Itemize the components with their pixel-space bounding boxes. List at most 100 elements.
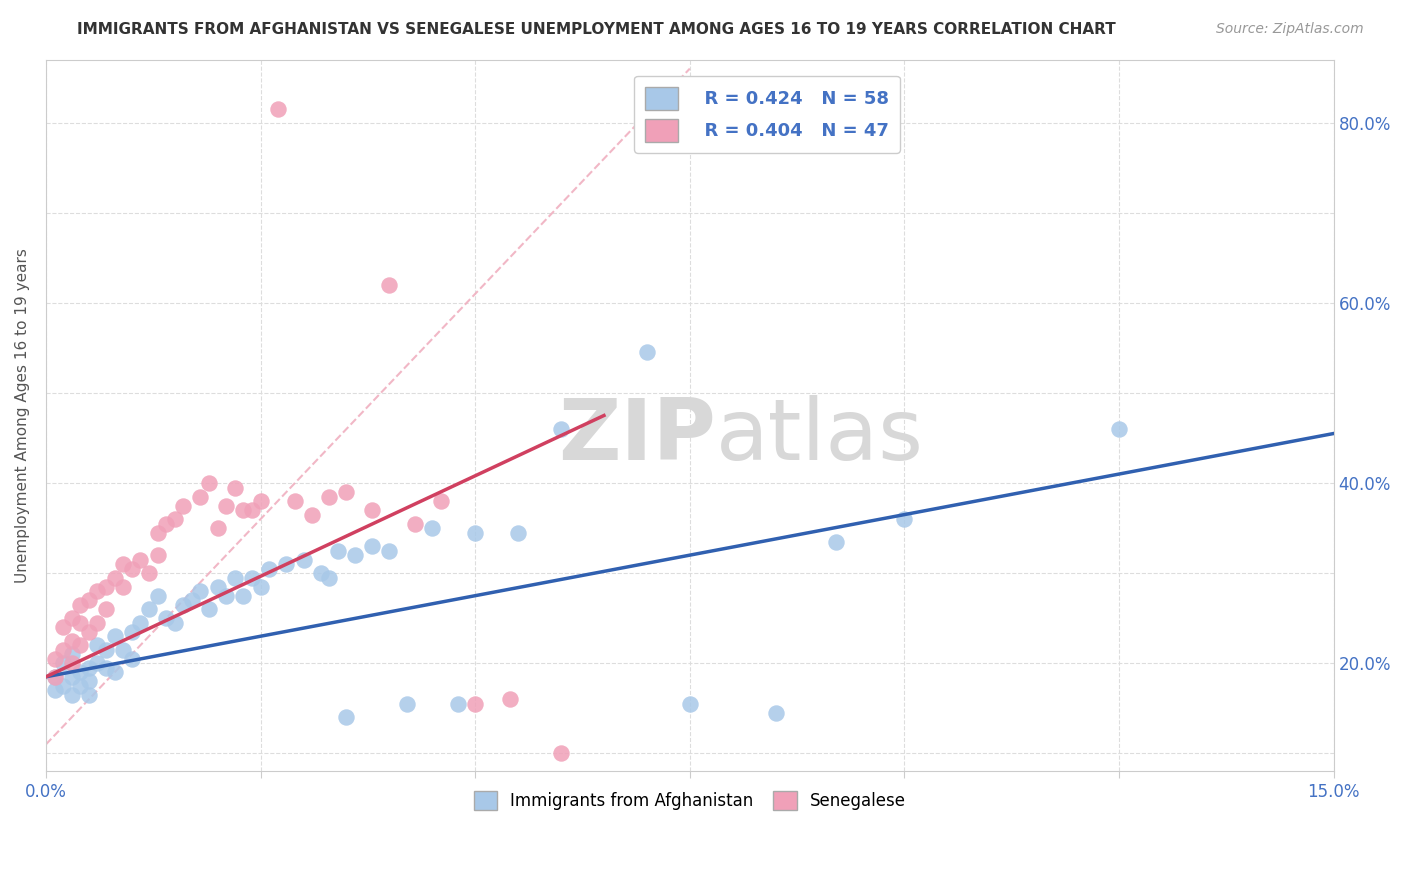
- Point: [420, 521, 443, 535]
- Point: [86, 584, 108, 599]
- Point: [60, 611, 83, 625]
- Point: [309, 566, 332, 581]
- Point: [249, 494, 271, 508]
- Point: [207, 521, 229, 535]
- Point: [335, 710, 357, 724]
- Point: [94, 580, 117, 594]
- Point: [77, 593, 100, 607]
- Point: [94, 642, 117, 657]
- Point: [77, 688, 100, 702]
- Point: [138, 602, 160, 616]
- Point: [69, 638, 91, 652]
- Point: [94, 661, 117, 675]
- Point: [508, 525, 530, 540]
- Point: [190, 584, 212, 599]
- Point: [267, 102, 290, 116]
- Point: [52, 642, 75, 657]
- Point: [129, 552, 152, 566]
- Point: [69, 679, 91, 693]
- Point: [112, 557, 135, 571]
- Point: [52, 657, 75, 671]
- Point: [180, 593, 202, 607]
- Point: [232, 589, 254, 603]
- Point: [104, 629, 127, 643]
- Point: [77, 674, 100, 689]
- Point: [335, 485, 357, 500]
- Point: [636, 345, 658, 359]
- Point: [129, 615, 152, 630]
- Point: [249, 580, 271, 594]
- Point: [60, 633, 83, 648]
- Point: [86, 638, 108, 652]
- Point: [343, 548, 366, 562]
- Point: [60, 670, 83, 684]
- Point: [430, 494, 453, 508]
- Point: [52, 679, 75, 693]
- Point: [94, 602, 117, 616]
- Legend: Immigrants from Afghanistan, Senegalese: Immigrants from Afghanistan, Senegalese: [467, 784, 912, 816]
- Point: [104, 571, 127, 585]
- Point: [361, 503, 384, 517]
- Point: [104, 665, 127, 680]
- Point: [77, 624, 100, 639]
- Point: [207, 580, 229, 594]
- Point: [77, 661, 100, 675]
- Point: [44, 670, 66, 684]
- Point: [326, 543, 349, 558]
- Point: [224, 481, 246, 495]
- Point: [86, 657, 108, 671]
- Point: [60, 688, 83, 702]
- Point: [86, 615, 108, 630]
- Point: [60, 657, 83, 671]
- Point: [464, 525, 486, 540]
- Point: [893, 512, 915, 526]
- Point: [155, 611, 177, 625]
- Point: [292, 552, 315, 566]
- Point: [240, 503, 263, 517]
- Point: [232, 503, 254, 517]
- Point: [301, 508, 323, 522]
- Point: [172, 499, 194, 513]
- Point: [404, 516, 426, 531]
- Point: [215, 499, 238, 513]
- Point: [498, 692, 520, 706]
- Point: [138, 566, 160, 581]
- Point: [44, 670, 66, 684]
- Point: [121, 562, 143, 576]
- Text: Source: ZipAtlas.com: Source: ZipAtlas.com: [1216, 22, 1364, 37]
- Point: [112, 642, 135, 657]
- Point: [276, 557, 298, 571]
- Point: [44, 652, 66, 666]
- Text: IMMIGRANTS FROM AFGHANISTAN VS SENEGALESE UNEMPLOYMENT AMONG AGES 16 TO 19 YEARS: IMMIGRANTS FROM AFGHANISTAN VS SENEGALES…: [77, 22, 1116, 37]
- Point: [146, 525, 169, 540]
- Point: [121, 652, 143, 666]
- Point: [163, 615, 186, 630]
- Point: [824, 534, 846, 549]
- Point: [765, 706, 787, 720]
- Point: [112, 580, 135, 594]
- Point: [69, 665, 91, 680]
- Point: [163, 512, 186, 526]
- Point: [146, 589, 169, 603]
- Point: [257, 562, 280, 576]
- Point: [550, 422, 572, 436]
- Point: [198, 476, 221, 491]
- Point: [155, 516, 177, 531]
- Point: [69, 615, 91, 630]
- Point: [679, 697, 702, 711]
- Point: [464, 697, 486, 711]
- Point: [215, 589, 238, 603]
- Point: [284, 494, 307, 508]
- Point: [318, 490, 340, 504]
- Point: [121, 624, 143, 639]
- Point: [198, 602, 221, 616]
- Point: [395, 697, 418, 711]
- Point: [318, 571, 340, 585]
- Point: [146, 548, 169, 562]
- Point: [550, 747, 572, 761]
- Y-axis label: Unemployment Among Ages 16 to 19 years: Unemployment Among Ages 16 to 19 years: [15, 248, 30, 583]
- Point: [190, 490, 212, 504]
- Text: ZIP: ZIP: [558, 395, 716, 478]
- Point: [361, 539, 384, 553]
- Point: [52, 620, 75, 634]
